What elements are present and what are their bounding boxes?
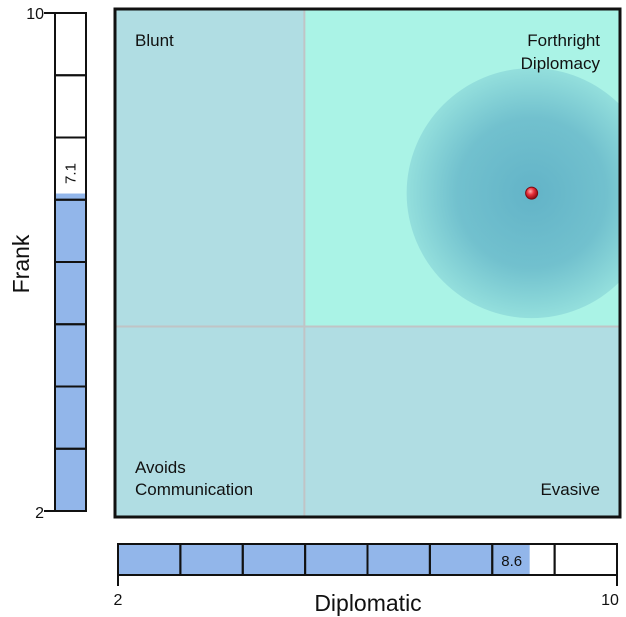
- diplomatic-value-label: 8.6: [501, 553, 522, 570]
- quadrant-blunt: [115, 9, 305, 327]
- diplomatic-gauge: [117, 543, 618, 586]
- quadrant-label-blunt: Blunt: [135, 31, 174, 50]
- quadrant-label-avoids: Avoids: [135, 458, 186, 477]
- quadrant-evasive: [304, 326, 620, 517]
- frank-value-label: 7.1: [63, 163, 80, 184]
- frank-gauge-segment: [54, 447, 87, 512]
- frank-gauge: [44, 12, 87, 512]
- point-halo: [406, 68, 620, 319]
- y-axis-label: Frank: [8, 234, 34, 293]
- diplomatic-gauge-segment: [553, 543, 618, 576]
- diplomatic-gauge-fill: [118, 544, 530, 575]
- x-tick-min: 2: [114, 592, 123, 609]
- quadrant-avoids-communication: [115, 326, 305, 517]
- x-axis-label: Diplomatic: [314, 590, 421, 616]
- x-tick-max: 10: [601, 592, 619, 609]
- y-tick-min: 2: [35, 505, 44, 522]
- y-tick-max: 10: [26, 6, 44, 23]
- quadrant-label-evasive: Evasive: [540, 480, 600, 499]
- quadrant-label-diplomacy: Diplomacy: [521, 54, 601, 73]
- plot-frame: [113, 7, 622, 519]
- data-point: [525, 186, 539, 200]
- quadrant-label-communication: Communication: [135, 480, 253, 499]
- frank-gauge-fill: [55, 193, 86, 511]
- quadrant-label-forthright: Forthright: [527, 31, 600, 50]
